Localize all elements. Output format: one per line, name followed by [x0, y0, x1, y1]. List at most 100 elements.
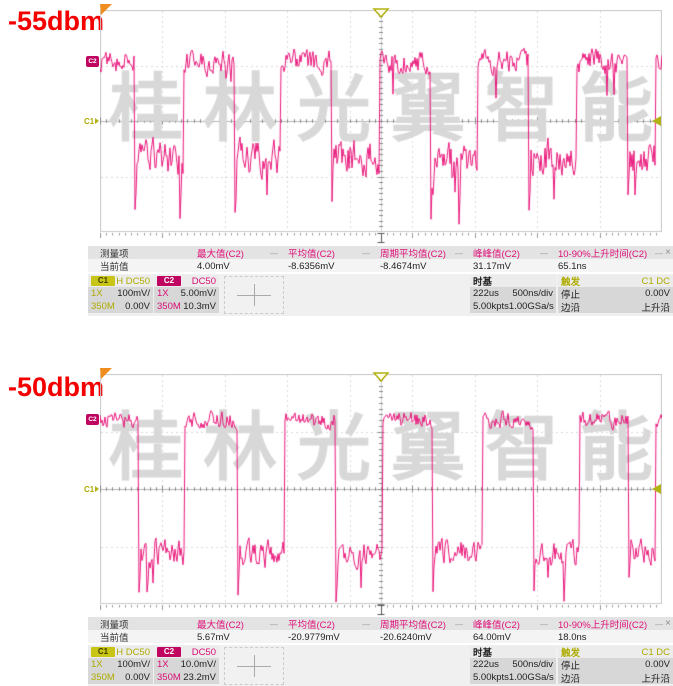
trigger-slope: 上升沿	[641, 302, 670, 314]
collapse-icon[interactable]: —	[540, 248, 548, 258]
trigger-position-marker-icon[interactable]	[372, 8, 390, 19]
c1-coupling: H DC50	[116, 646, 150, 658]
measurement-header-row: 测量项 最大值(C2) — 平均值(C2) — 周期平均值(C2) — 峰峰值(C2)…	[88, 617, 673, 632]
timebase-info-box[interactable]: 时基 222us 500ns/div 5.00kpts 1.00GSa/s	[470, 646, 556, 684]
c1-badge: C1	[91, 276, 115, 286]
trigger-info-box[interactable]: 触发 C1 DC 停止 0.00V 边沿 上升沿	[558, 275, 673, 314]
measure-col-risetime[interactable]: 10-90%上升时间(C2) — ×	[558, 247, 671, 260]
trigger-level-arrow-icon[interactable]	[652, 116, 661, 126]
measure-col-cycle-mean[interactable]: 周期平均值(C2) —	[380, 619, 463, 632]
collapse-icon[interactable]: —	[655, 248, 663, 258]
power-level-label: -50dbm	[8, 372, 105, 402]
c2-badge: C2	[157, 647, 181, 657]
scope-capture-50dbm: -50dbm C2 C1 测量项 最大值(C2) — 平均值(C2) — 周期平均值…	[0, 364, 673, 686]
mean-value: -20.9779mV	[288, 631, 340, 643]
trigger-level: 0.00V	[645, 659, 670, 670]
c1-zero-marker[interactable]: C1	[84, 116, 100, 126]
c2-scale: 10.0mV/	[180, 659, 216, 670]
close-icon[interactable]: ×	[665, 247, 671, 258]
timebase-delay: 222us	[473, 659, 499, 670]
measure-col-cycle-mean[interactable]: 周期平均值(C2) —	[380, 248, 463, 261]
c1-scale: 100mV/	[117, 288, 150, 299]
timebase-scale: 500ns/div	[512, 288, 553, 299]
trigger-source: C1 DC	[641, 646, 670, 658]
waveform-canvas[interactable]	[100, 374, 662, 616]
trigger-status: 停止	[561, 660, 581, 672]
measure-col-mean[interactable]: 平均值(C2) —	[288, 248, 370, 261]
trigger-level-arrow-icon[interactable]	[652, 484, 661, 494]
collapse-icon[interactable]: —	[270, 248, 278, 258]
c2-badge: C2	[157, 276, 181, 286]
c2-bandwidth: 350M	[157, 672, 181, 683]
measure-item-header: 测量项	[100, 249, 129, 260]
max-value: 4.00mV	[197, 260, 230, 272]
mean-value: -8.6356mV	[288, 260, 335, 272]
collapse-icon[interactable]: —	[655, 619, 663, 629]
c1-probe: 1X	[91, 659, 103, 670]
measurement-value-row: 当前值 5.67mV -20.9779mV -20.6240mV 64.00mV…	[88, 630, 673, 644]
scope-capture-55dbm: -55dbm C2 C1 测量项 最大值(C2) — 平均值(C2) — 周期平均值…	[8, 3, 673, 316]
channel1-info-box[interactable]: C1 H DC50 1X 100mV/ 350M 0.00V	[88, 275, 153, 313]
pkpk-value: 64.00mV	[473, 631, 512, 643]
channel1-info-box[interactable]: C1 H DC50 1X 100mV/ 350M 0.00V	[88, 646, 153, 684]
measure-col-max[interactable]: 最大值(C2) —	[197, 248, 278, 261]
waveform-canvas[interactable]	[100, 10, 662, 244]
timebase-title: 时基	[473, 277, 493, 288]
c1-scale: 100mV/	[117, 659, 150, 670]
crosshair-widget[interactable]	[224, 276, 284, 314]
measure-col-pkpk[interactable]: 峰峰值(C2) —	[473, 248, 548, 261]
c2-coupling: DC50	[191, 275, 216, 287]
measure-col-risetime[interactable]: 10-90%上升时间(C2) — ×	[558, 618, 671, 631]
trigger-position-marker-icon[interactable]	[372, 372, 390, 383]
measurement-value-row: 当前值 4.00mV -8.6356mV -8.4674mV 31.17mV 6…	[88, 259, 673, 273]
channel-status-bar: C1 H DC50 1X 100mV/ 350M 0.00V C2 DC50 1X 5.0…	[88, 274, 673, 316]
c1-offset: 0.00V	[125, 301, 150, 312]
power-level-label: -55dbm	[8, 6, 105, 36]
cycle-mean-value: -20.6240mV	[380, 631, 432, 643]
c2-zero-marker[interactable]: C2	[86, 56, 99, 67]
timebase-title: 时基	[473, 648, 493, 659]
risetime-value: 18.0ns	[558, 631, 587, 643]
trigger-level: 0.00V	[645, 288, 670, 299]
trigger-type: 边沿	[561, 302, 581, 314]
crosshair-icon	[254, 284, 255, 306]
delay-corner-marker-icon[interactable]	[100, 367, 113, 380]
c1-probe: 1X	[91, 288, 103, 299]
collapse-icon[interactable]: —	[362, 619, 370, 629]
c2-scale: 5.00mV/	[180, 288, 216, 299]
collapse-icon[interactable]: —	[455, 619, 463, 629]
c1-offset: 0.00V	[125, 672, 150, 683]
channel2-info-box[interactable]: C2 DC50 1X 10.0mV/ 350M 23.2mV	[154, 646, 219, 684]
c2-zero-marker[interactable]: C2	[86, 414, 99, 425]
trigger-info-box[interactable]: 触发 C1 DC 停止 0.00V 边沿 上升沿	[558, 646, 673, 685]
scope-graticule: C2 C1	[84, 368, 662, 616]
trigger-slope: 上升沿	[641, 673, 670, 685]
trigger-type: 边沿	[561, 673, 581, 685]
close-icon[interactable]: ×	[665, 618, 671, 629]
crosshair-widget[interactable]	[224, 647, 284, 685]
c1-bandwidth: 350M	[91, 672, 115, 683]
collapse-icon[interactable]: —	[362, 248, 370, 258]
c2-bandwidth: 350M	[157, 301, 181, 312]
current-value-label: 当前值	[100, 262, 129, 273]
timebase-depth: 5.00kpts	[473, 301, 509, 312]
c1-marker-arrow-icon	[95, 118, 100, 124]
timebase-scale: 500ns/div	[512, 659, 553, 670]
c1-marker-arrow-icon	[95, 486, 100, 492]
timebase-info-box[interactable]: 时基 222us 500ns/div 5.00kpts 1.00GSa/s	[470, 275, 556, 313]
c2-offset: 23.2mV	[183, 672, 216, 683]
collapse-icon[interactable]: —	[455, 248, 463, 258]
pkpk-value: 31.17mV	[473, 260, 512, 272]
collapse-icon[interactable]: —	[270, 619, 278, 629]
delay-corner-marker-icon[interactable]	[100, 3, 113, 16]
measure-col-pkpk[interactable]: 峰峰值(C2) —	[473, 619, 548, 632]
c1-zero-marker[interactable]: C1	[84, 484, 100, 494]
measure-col-max[interactable]: 最大值(C2) —	[197, 619, 278, 632]
measurement-header-row: 测量项 最大值(C2) — 平均值(C2) — 周期平均值(C2) — 峰峰值(C2)…	[88, 246, 673, 261]
trigger-title: 触发	[561, 277, 581, 288]
collapse-icon[interactable]: —	[540, 619, 548, 629]
timebase-rate: 1.00GSa/s	[508, 301, 554, 312]
channel2-info-box[interactable]: C2 DC50 1X 5.00mV/ 350M 10.3mV	[154, 275, 219, 313]
measure-col-mean[interactable]: 平均值(C2) —	[288, 619, 370, 632]
trigger-source: C1 DC	[641, 275, 670, 287]
